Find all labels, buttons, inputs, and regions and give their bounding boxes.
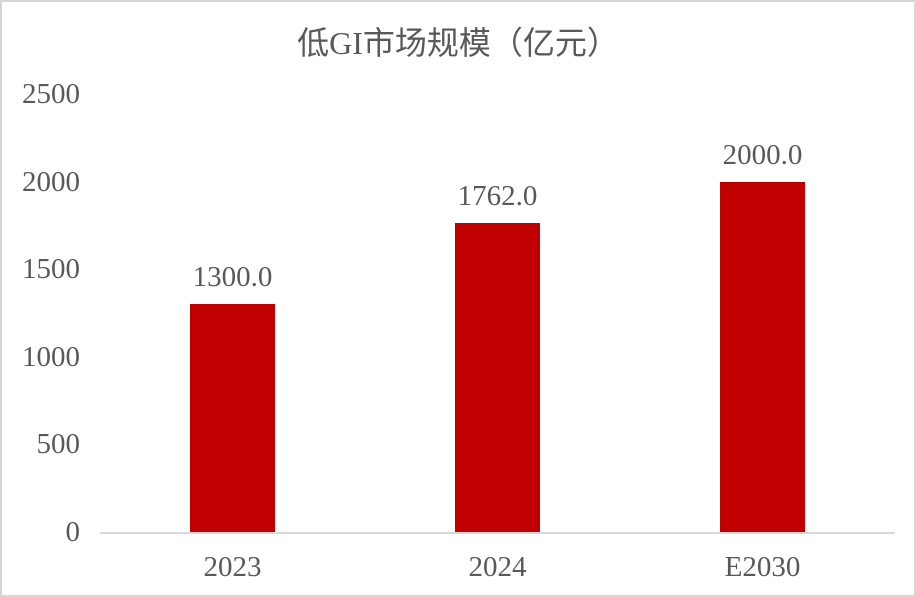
x-axis-tick-label: E2030 [724,551,801,583]
bar-value-label: 1300.0 [192,261,273,294]
chart-title: 低GI市场规模（亿元） [297,25,619,61]
bar-value-label: 2000.0 [722,138,803,171]
bar [720,181,805,532]
x-axis-tick-label: 2023 [203,551,262,583]
bar [190,304,275,532]
y-axis-tick-label: 1000 [22,340,80,373]
x-axis-tick-label: 2024 [468,551,527,583]
y-axis-tick-label: 2500 [22,78,80,110]
y-axis-tick-label: 2000 [22,165,80,198]
bar-value-label: 1762.0 [457,180,538,213]
y-axis-tick-label: 500 [36,428,81,461]
x-axis-line [100,532,895,534]
y-axis-tick-label: 1500 [22,253,80,286]
bar [455,223,540,532]
y-axis-tick-label: 0 [65,516,81,548]
